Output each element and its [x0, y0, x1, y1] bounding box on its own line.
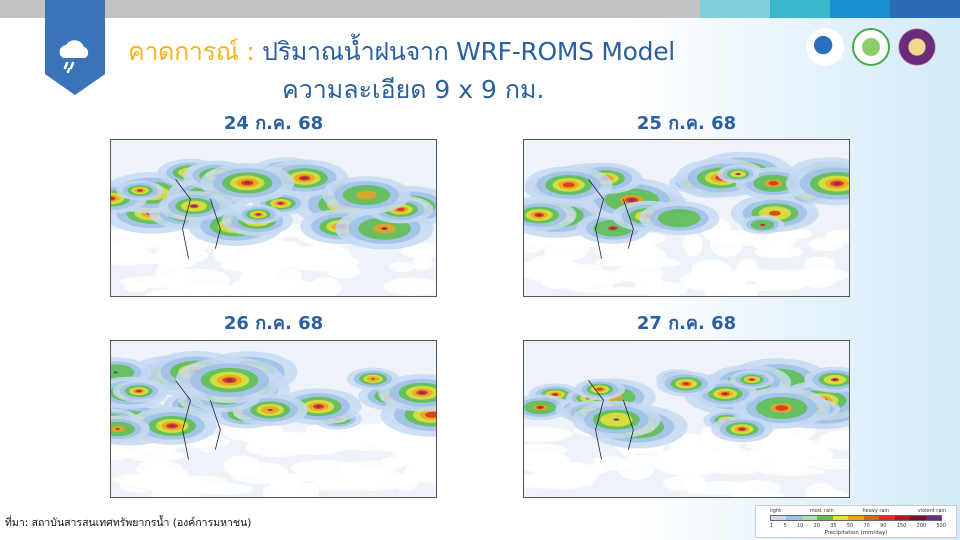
map-date-label: 24 ก.ค. 68: [223, 113, 324, 134]
legend-category: heavy rain: [862, 508, 890, 514]
legend-tick: 20: [813, 523, 820, 529]
royal-seal-logo: [898, 28, 936, 66]
legend-tick: 35: [830, 523, 837, 529]
legend-category: mod. rain: [809, 508, 834, 514]
precipitation-legend: light mod. rain heavy rain violent rain 1 5 1…: [755, 505, 957, 538]
legend-tick: 200: [916, 523, 927, 529]
leaf-logo: [852, 28, 890, 66]
rain-cloud-icon: [59, 40, 89, 74]
legend-swatch: [894, 516, 911, 520]
top-bar: [0, 0, 960, 18]
legend-category: light: [770, 508, 782, 514]
legend-tick: 70: [863, 523, 870, 529]
rainfall-map: [523, 139, 850, 297]
map-date-label: 25 ก.ค. 68: [636, 113, 737, 134]
legend-swatch: [910, 516, 926, 520]
rain-ribbon: [45, 0, 105, 95]
legend-swatch: [863, 516, 880, 520]
legend-tick: 5: [783, 523, 787, 529]
rainfall-map: [523, 340, 850, 498]
legend-swatch: [879, 516, 895, 520]
legend-swatch: [801, 516, 818, 520]
legend-caption: Precipitation (mm/day): [824, 530, 888, 536]
title-text: ปริมาณน้ำฝนจาก WRF-ROMS Model: [262, 37, 675, 66]
legend-swatch: [832, 516, 849, 520]
legend-swatch: [925, 516, 941, 520]
map-date-label: 26 ก.ค. 68: [223, 313, 324, 334]
legend-swatch: [848, 516, 864, 520]
page-subtitle: ความละเอียด 9 x 9 กม.: [282, 75, 545, 104]
water-drop-logo: [806, 28, 844, 66]
legend-category: violent rain: [917, 508, 946, 514]
legend-swatch: [771, 516, 787, 520]
page-title: คาดการณ์ : ปริมาณน้ำฝนจาก WRF-ROMS Model: [128, 32, 675, 72]
rainfall-map: [110, 139, 437, 297]
title-highlight: คาดการณ์ :: [128, 37, 255, 66]
legend-tick: 150: [896, 523, 907, 529]
legend-tick: 10: [796, 523, 804, 529]
rainfall-map: [110, 340, 437, 498]
legend-swatch: [786, 516, 802, 520]
legend-tick: 90: [880, 523, 887, 529]
source-text: ที่มา: สถาบันสารสนเทศทรัพยากรน้ำ (องค์กา…: [5, 517, 252, 529]
legend-tick: 500: [936, 523, 946, 529]
logos: [806, 28, 936, 66]
legend-swatch: [817, 516, 833, 520]
legend-tick: 50: [846, 523, 854, 529]
map-date-label: 27 ก.ค. 68: [636, 313, 737, 334]
legend-tick: 1: [770, 523, 774, 529]
